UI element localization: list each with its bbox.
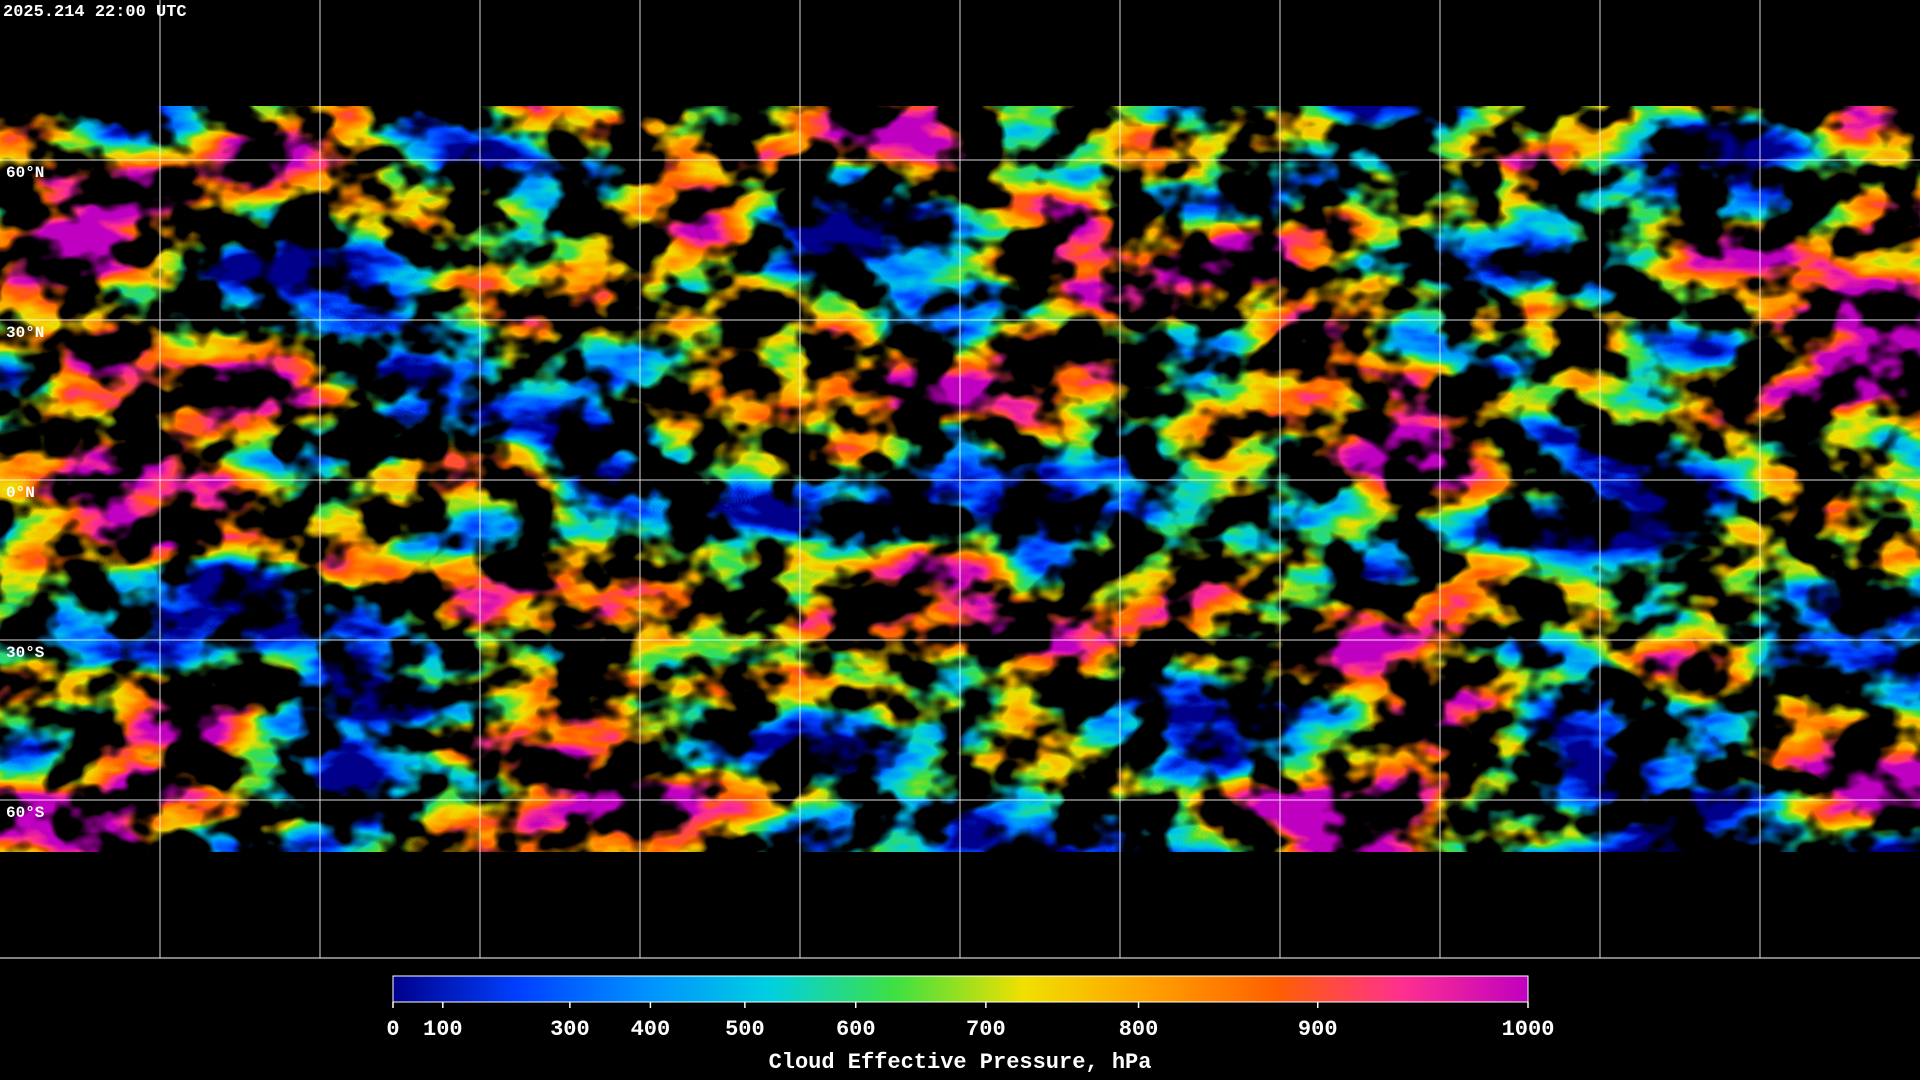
latitude-label: 30°S — [6, 644, 45, 662]
graticule — [0, 0, 1920, 958]
latitude-label: 60°S — [6, 804, 45, 822]
colorbar-tick-label: 0 — [386, 1017, 399, 1042]
colorbar-tick-label: 800 — [1119, 1017, 1159, 1042]
colorbar-tick-label: 300 — [550, 1017, 590, 1042]
colorbar — [392, 975, 1529, 1003]
colorbar-tick-label: 100 — [423, 1017, 463, 1042]
latitude-label: 60°N — [6, 164, 44, 182]
colorbar-title: Cloud Effective Pressure, hPa — [769, 1050, 1152, 1075]
latitude-label: 30°N — [6, 324, 44, 342]
colorbar-tick-label: 1000 — [1502, 1017, 1555, 1042]
colorbar-tick-label: 600 — [836, 1017, 876, 1042]
colorbar-tick-label: 500 — [725, 1017, 765, 1042]
colorbar-tick-label: 900 — [1298, 1017, 1338, 1042]
latitude-label: 0°N — [6, 484, 35, 502]
colorbar-tick-label: 400 — [631, 1017, 671, 1042]
colorbar-tick-label: 700 — [966, 1017, 1006, 1042]
timestamp: 2025.214 22:00 UTC — [3, 3, 187, 22]
